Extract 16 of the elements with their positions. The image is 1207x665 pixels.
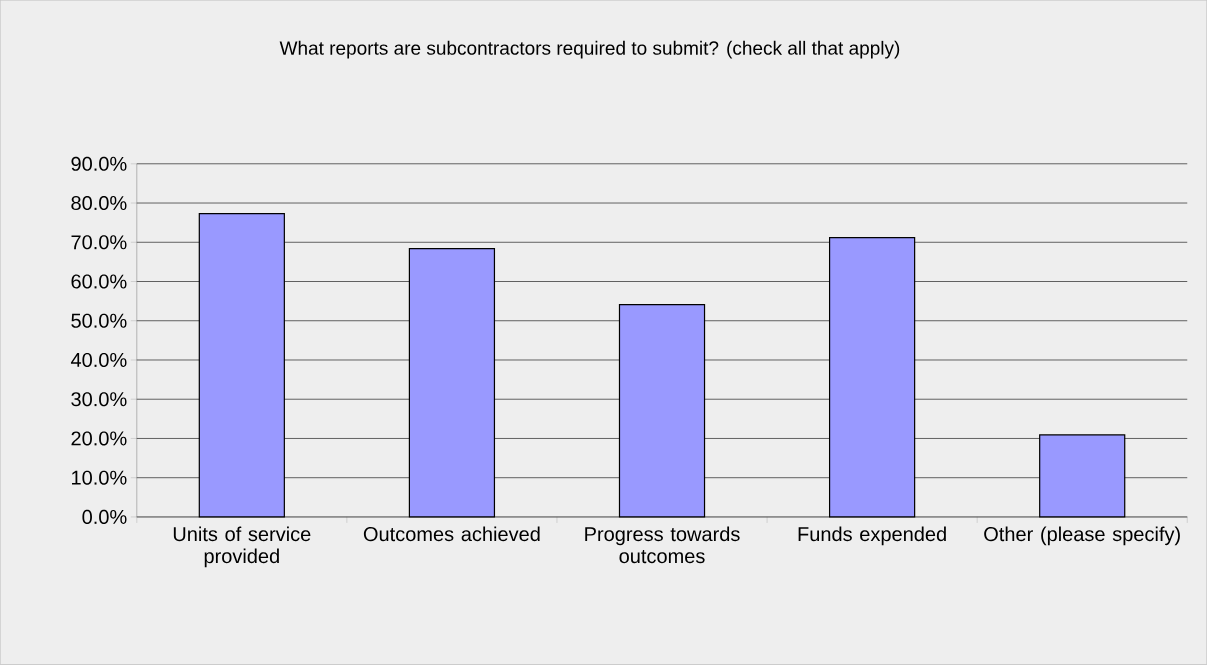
chart-title: What reports are subcontractors required to submit? (check all that apply) [279,41,900,59]
y-tick-label: 90.0% [71,156,127,171]
x-tick-label: Funds expended [798,526,946,546]
y-tick-label: 70.0% [71,235,127,250]
y-tick-label: 0.0% [82,510,127,525]
x-tick-label: Other (please specify) [984,526,1180,546]
y-tick-label: 10.0% [72,470,127,485]
x-tick-label: Outcomes achieved [363,526,540,542]
y-tick-label: 80.0% [71,196,127,211]
x-tick-label: Progress towards outcomes [585,526,740,564]
y-tick-label: 40.0% [70,353,127,368]
y-tick-label: 20.0% [71,431,127,446]
y-tick-label: 50.0% [71,313,127,328]
y-tick-label: 60.0% [71,274,127,289]
y-tick-label: 30.0% [71,392,127,407]
x-tick-label: Units of service provided [173,526,311,568]
